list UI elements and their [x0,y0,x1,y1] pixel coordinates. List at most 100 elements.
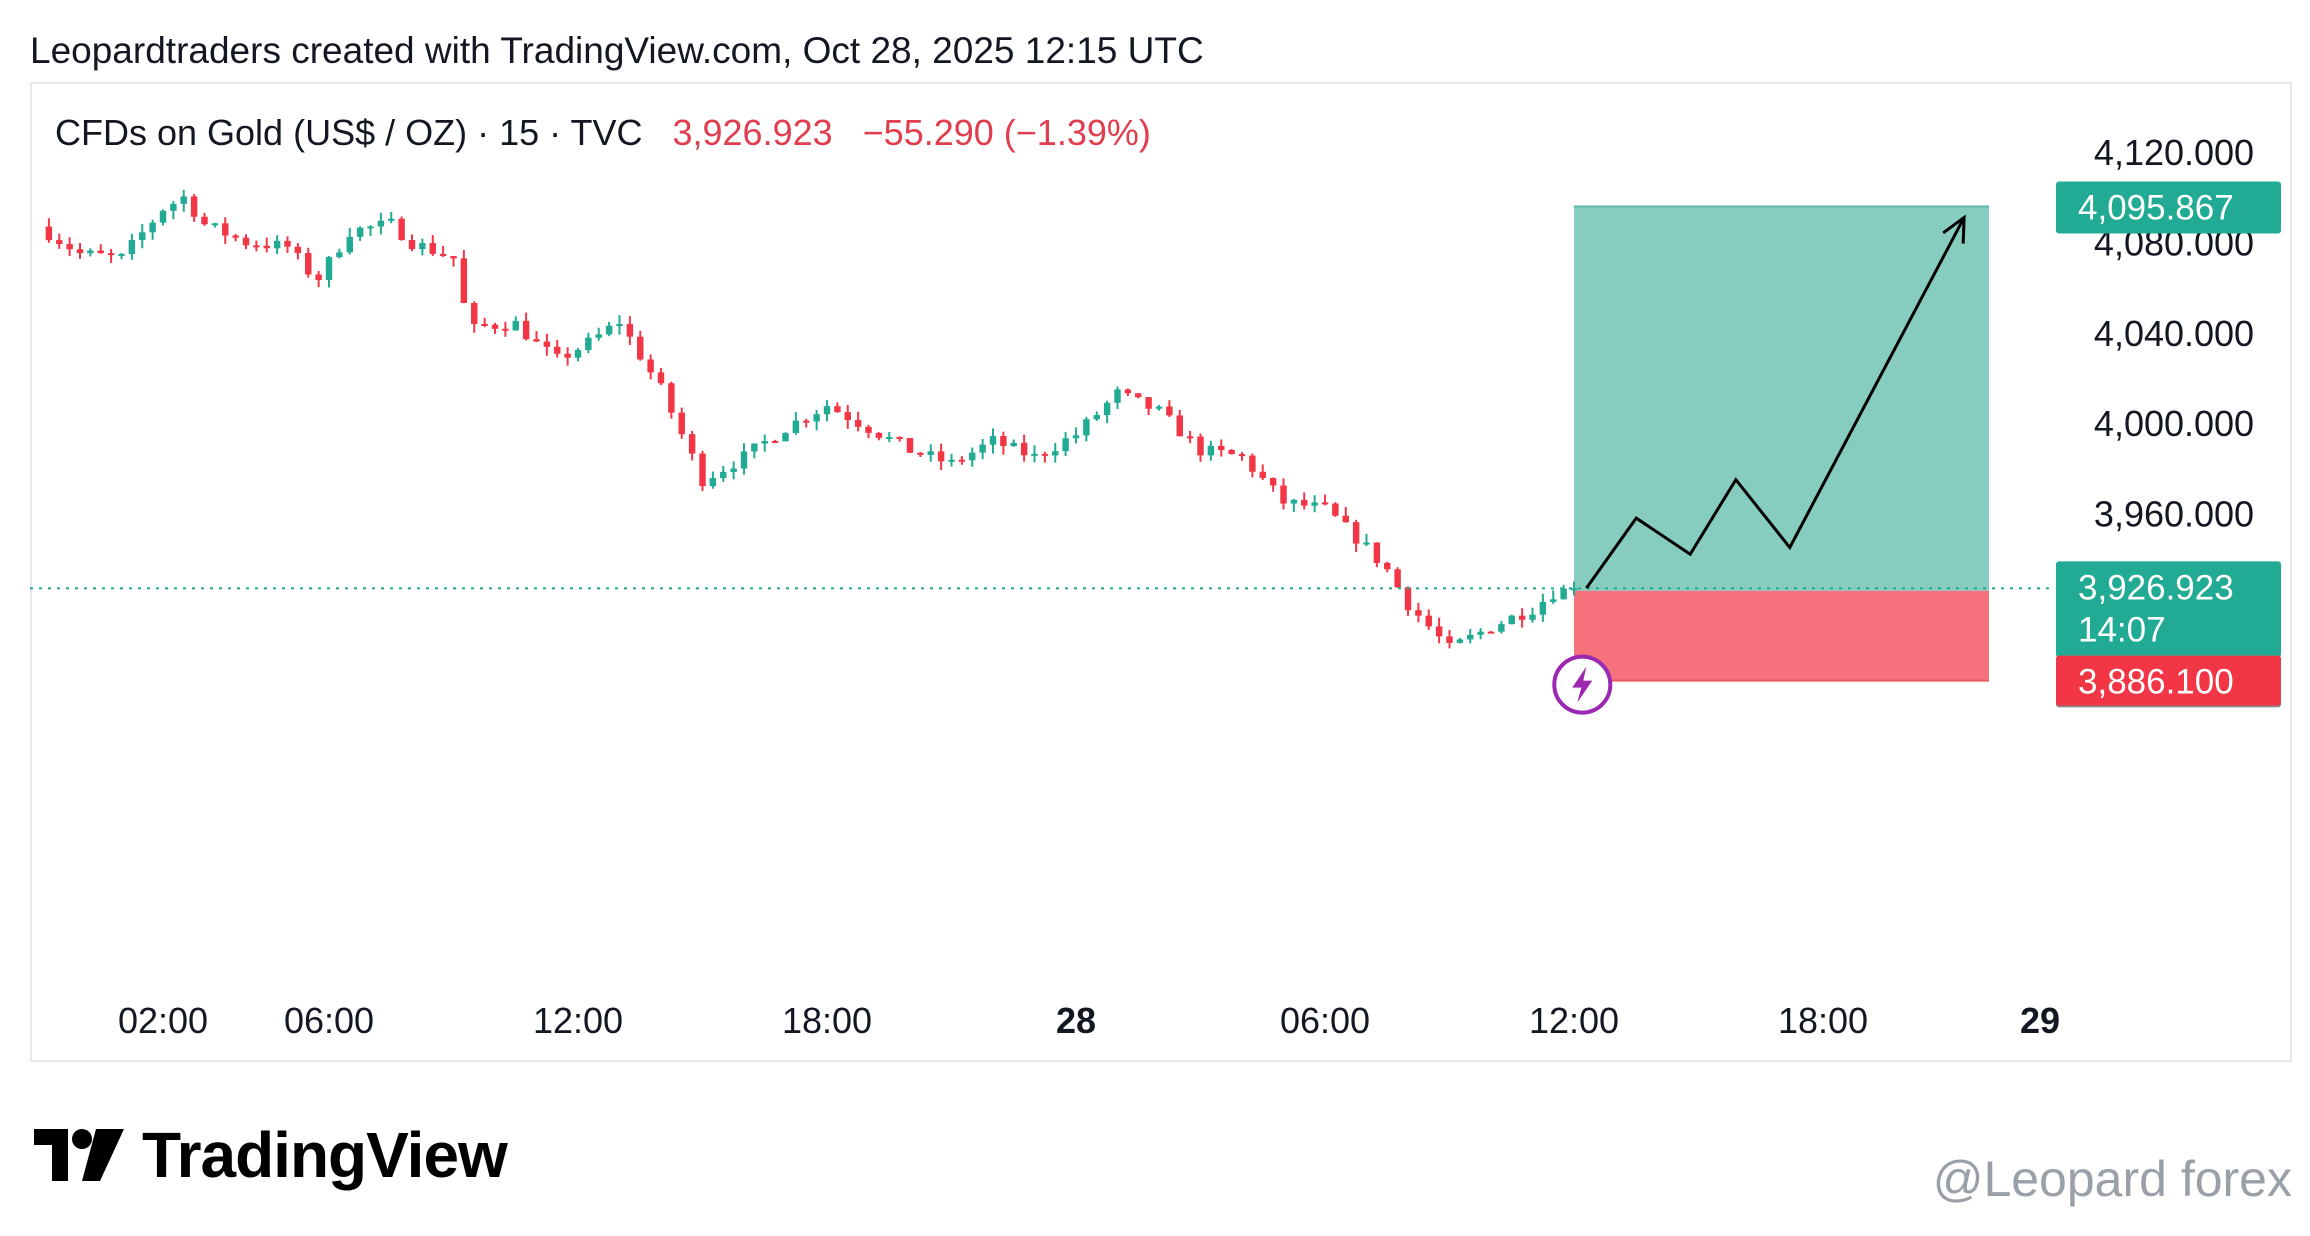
candle-body [460,258,468,303]
candle [1290,498,1298,512]
candle [782,432,789,442]
candle-body [170,203,177,211]
candle-body [56,240,63,245]
candle-body [149,222,156,233]
candle [1238,452,1246,461]
trade-zones [1574,205,1989,682]
candle-body [429,243,436,254]
x-tick-label: 28 [1056,1000,1096,1041]
stop-price-tag-text: 3,886.100 [2078,663,2234,702]
candle [429,235,436,256]
candle-body [45,226,53,241]
lightning-icon-bolt [1572,666,1593,703]
candle-body [325,257,333,281]
candle [87,248,94,257]
candle-body [730,468,737,472]
candle-body [76,249,84,254]
loss-zone[interactable] [1574,590,1989,681]
candle [616,315,623,335]
candle-body [481,323,488,326]
candle-body [398,218,405,240]
candle [1435,617,1443,644]
candle [118,252,125,260]
x-axis[interactable]: 02:00 06:00 12:00 18:00 28 06:00 12:00 18:00 29 [118,1000,2060,1041]
candle-body [1269,477,1277,486]
candle-body [1031,453,1038,456]
candle [948,453,955,467]
candle-body [1550,599,1557,602]
y-axis[interactable]: 4,120.0004,080.0004,040.0004,000.0003,96… [2094,132,2254,535]
candle-body [284,240,291,247]
candle [242,234,250,250]
candle [792,412,800,435]
legend-change: −55.290 (−1.39%) [862,112,1151,153]
candle [481,317,488,328]
overlay-lines [30,214,2050,715]
candle [211,222,219,228]
candle-body [896,437,903,440]
candle [170,201,177,220]
candle-body [657,372,665,384]
projection-path[interactable] [1585,216,1966,590]
candle [1083,416,1090,442]
candle-body [834,406,841,413]
candle [471,301,478,333]
candle [668,381,675,419]
candle [1342,507,1349,523]
candle [128,233,136,260]
candle-body [709,478,717,487]
profit-zone[interactable] [1574,206,1989,591]
candle [1384,561,1391,573]
candle-body [118,254,125,257]
candle-body [637,336,644,360]
candle [927,444,934,462]
candle-body [1508,615,1515,625]
candle [906,437,914,453]
candle-body [1186,436,1194,439]
candle-body [107,253,115,256]
candle-body [419,243,426,250]
chart-frame [30,82,2292,1062]
candle [367,225,374,236]
candle [771,439,779,444]
candle-body [948,459,955,462]
lightning-icon[interactable] [1552,654,1613,715]
candle [844,404,851,429]
candle [585,332,592,354]
candle [512,316,519,331]
candle [1404,586,1412,616]
candle [1477,628,1484,640]
legend-symbol[interactable]: CFDs on Gold (US$ / OZ) · 15 · TVC [55,112,643,153]
candle [896,436,903,442]
candle [865,424,872,439]
candle-body [1020,442,1028,456]
y-tick-label: 4,120.000 [2094,132,2254,173]
candle [305,247,312,278]
candle-body [1166,406,1173,416]
candle-body [1373,542,1381,563]
candle [149,219,156,240]
candle [1000,431,1007,455]
candle-body [803,420,810,423]
candle-body [886,437,893,440]
candle [1280,478,1287,510]
candle [751,443,758,459]
tradingview-logo-text: TradingView [142,1119,508,1191]
candle-body [678,412,685,435]
candle-body [1539,601,1547,615]
candle-body [1352,522,1360,544]
candle-body [1052,451,1059,456]
candle [107,248,115,263]
candle [388,211,395,224]
candle-body [190,196,198,217]
candle [1197,433,1204,462]
candle [1352,519,1360,553]
candle-body [450,255,457,259]
candle [1249,453,1256,478]
candle-body [917,452,924,455]
candle [761,434,768,452]
tradingview-logo[interactable]: TradingView [34,1118,508,1192]
candle [1363,533,1370,547]
candle [201,212,208,226]
